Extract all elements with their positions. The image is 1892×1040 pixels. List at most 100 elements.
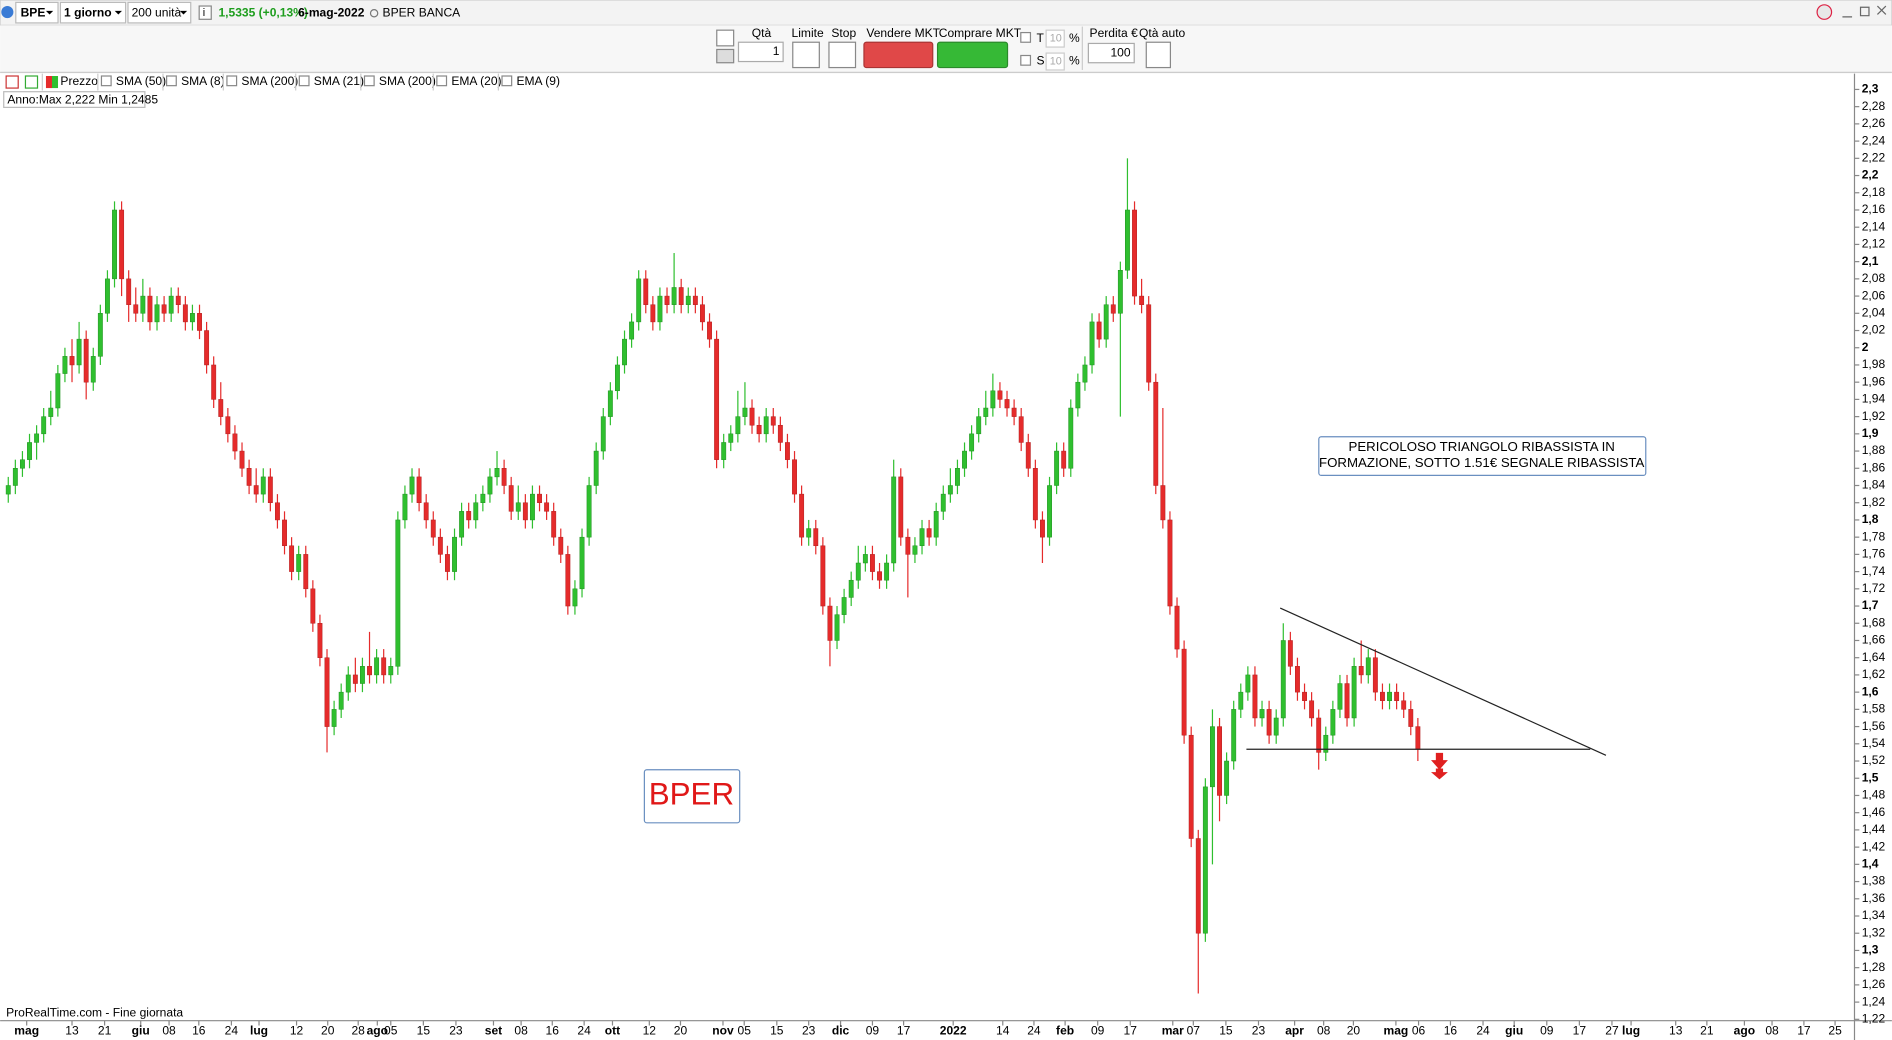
symbol-select[interactable]: [15, 1, 59, 24]
candle-body: [367, 666, 372, 676]
candle-body: [806, 528, 812, 538]
candle-body: [189, 313, 195, 323]
y-tick-label: 2,2: [1862, 168, 1879, 182]
indicator-checkbox[interactable]: [100, 75, 112, 87]
candle-body: [558, 536, 564, 555]
info-icon[interactable]: [198, 5, 212, 20]
candle-body: [409, 476, 415, 495]
candle-body: [565, 554, 571, 607]
refresh-icon[interactable]: [1816, 4, 1833, 20]
candle-body: [607, 390, 613, 417]
x-tick-label: 06: [1412, 1024, 1426, 1038]
candle-body: [905, 536, 911, 555]
y-tick-label: 1,78: [1862, 529, 1886, 543]
candle-body: [820, 545, 826, 607]
candle-body: [1231, 709, 1237, 762]
candle-body: [990, 390, 996, 409]
indicator-checkbox[interactable]: [298, 75, 310, 87]
indicator-checkbox[interactable]: [501, 75, 513, 87]
candle-body: [657, 295, 663, 323]
candle-body: [317, 623, 323, 658]
candle-body: [692, 295, 698, 305]
indicator-checkbox[interactable]: [226, 75, 238, 87]
candle-body: [1316, 717, 1322, 753]
y-tick-label: 2,16: [1862, 202, 1886, 216]
candle-body: [1004, 399, 1010, 409]
candle-body: [1344, 683, 1350, 719]
loss-input[interactable]: [1087, 42, 1135, 64]
candle-body: [480, 493, 486, 503]
candle-body: [324, 657, 330, 727]
y-tick-label: 1,24: [1862, 994, 1886, 1008]
x-tick-label: nov: [712, 1024, 734, 1038]
candle-body: [1103, 304, 1109, 340]
loss-value: 100: [1110, 45, 1130, 59]
candle-body: [862, 554, 868, 564]
y-tick-label: 1,28: [1862, 960, 1886, 974]
s-input[interactable]: [1045, 52, 1065, 71]
y-tick-label: 1,52: [1862, 753, 1886, 767]
candle-body: [345, 674, 351, 693]
candle-body: [239, 450, 245, 469]
candle-body: [232, 433, 238, 452]
t-checkbox[interactable]: [1020, 31, 1032, 43]
t-input[interactable]: [1045, 29, 1065, 48]
indicator-label: SMA (200): [379, 74, 436, 88]
indicator-checkbox[interactable]: [436, 75, 448, 87]
qty-input[interactable]: [737, 41, 784, 63]
wrench-button[interactable]: [716, 29, 735, 47]
candle-body: [770, 416, 776, 426]
candle-body: [884, 562, 890, 581]
candle-body: [1061, 450, 1067, 469]
y-tick-label: 1,86: [1862, 460, 1886, 474]
s-checkbox[interactable]: [1020, 54, 1032, 66]
candle-body: [728, 433, 734, 443]
y-tick-label: 2,06: [1862, 288, 1886, 302]
stop-button[interactable]: [828, 41, 857, 69]
y-tick-label: 1,6: [1862, 684, 1879, 698]
candle-body: [182, 304, 188, 323]
indicator-checkbox[interactable]: [363, 75, 375, 87]
buy-button[interactable]: [936, 41, 1009, 69]
x-tick-label: 07: [1187, 1024, 1201, 1038]
y-tick-label: 1,92: [1862, 409, 1886, 423]
add-indicator[interactable]: [5, 75, 19, 89]
candle-body: [112, 209, 117, 280]
candle-body: [338, 691, 344, 710]
window-controls[interactable]: [1842, 5, 1887, 18]
limit-button[interactable]: [792, 41, 820, 69]
range-box: [3, 91, 146, 108]
y-tick-label: 1,72: [1862, 581, 1886, 595]
candle-body: [126, 278, 132, 305]
candle-body: [289, 545, 295, 572]
candle-body: [586, 485, 592, 538]
x-tick-label: giu: [132, 1024, 150, 1038]
candle-body: [983, 407, 989, 417]
y-tick-label: 1,22: [1862, 1012, 1886, 1026]
units-select[interactable]: [127, 1, 192, 24]
indicator-checkbox[interactable]: [165, 75, 177, 87]
x-tick-label: 08: [514, 1024, 528, 1038]
candle-body: [940, 493, 946, 512]
candle-body: [359, 666, 365, 684]
auto-qty-button[interactable]: [1145, 41, 1172, 69]
x-tick-label: lug: [1622, 1024, 1640, 1038]
y-tick-label: 1,58: [1862, 702, 1886, 716]
candle-body: [331, 709, 337, 727]
candle-body: [90, 356, 96, 383]
candle-body: [735, 416, 741, 435]
candle-body: [147, 295, 153, 323]
candle-body: [430, 519, 436, 538]
indicator-label: EMA (20): [451, 74, 501, 88]
x-tick-label: 20: [321, 1024, 335, 1038]
trendline-resistance: [1279, 607, 1607, 756]
y-tick-label: 1,94: [1862, 392, 1886, 406]
sell-button[interactable]: [863, 41, 934, 69]
timeframe-select[interactable]: [59, 1, 127, 24]
candle-body: [1351, 666, 1357, 719]
add-object[interactable]: [24, 75, 39, 89]
x-tick-label: 17: [897, 1024, 911, 1038]
calc-button[interactable]: [716, 48, 735, 64]
x-tick-label: set: [485, 1024, 502, 1038]
